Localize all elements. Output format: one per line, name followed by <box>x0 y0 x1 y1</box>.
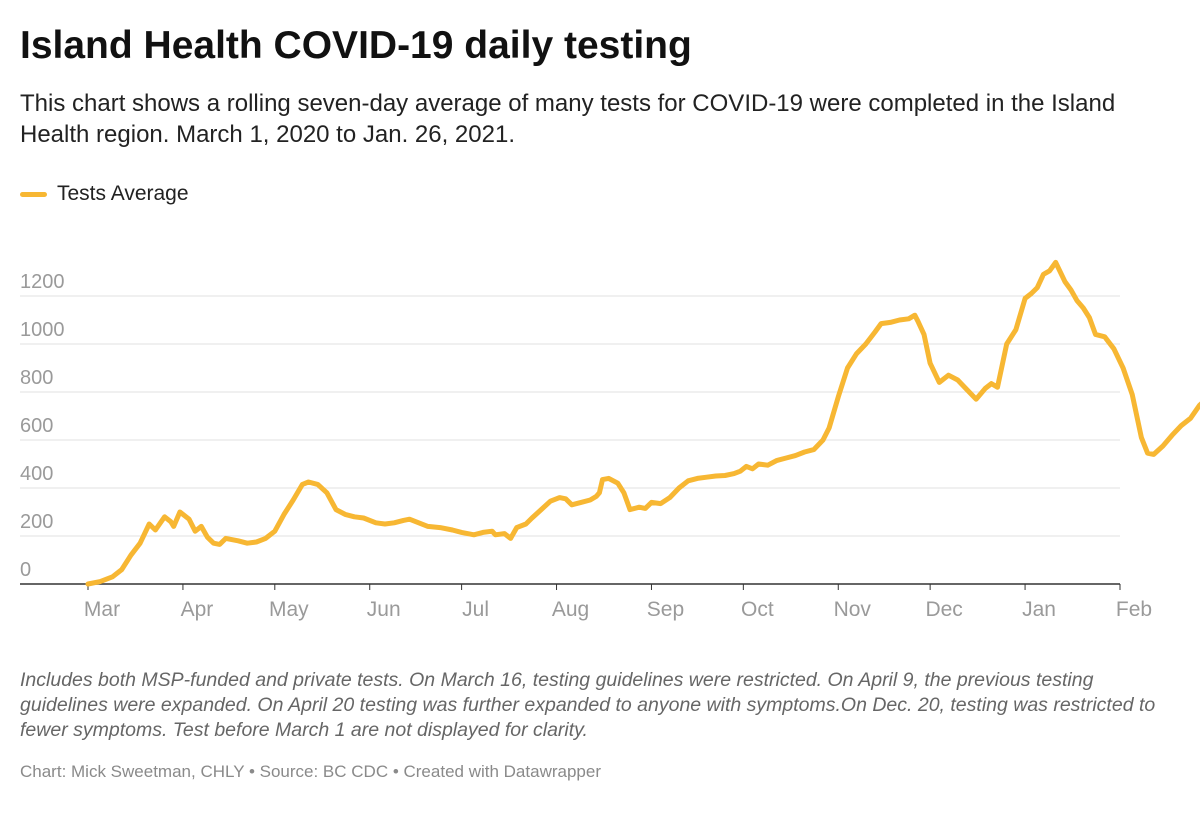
y-tick-label: 400 <box>20 463 53 485</box>
x-axis-labels: Mar Apr May Jun Jul Aug Sep Oct Nov Dec Jan Feb <box>84 584 1152 621</box>
x-tick-label: Oct <box>741 598 774 621</box>
x-tick-label: Apr <box>181 598 214 621</box>
chart-credit: Chart: Mick Sweetman, CHLY • Source: BC … <box>20 762 601 781</box>
legend-label: Tests Average <box>57 182 189 205</box>
y-tick-label: 800 <box>20 367 53 389</box>
x-tick-label: Aug <box>552 598 589 621</box>
y-tick-label: 600 <box>20 415 53 437</box>
chart-notes: Includes both MSP-funded and private tes… <box>20 669 1156 741</box>
x-tick-label: May <box>269 598 309 621</box>
data-series <box>85 259 1200 587</box>
y-axis-labels: 0 200 400 600 800 1000 1200 <box>20 271 65 581</box>
y-tick-label: 1000 <box>20 319 65 341</box>
x-tick-label: Jan <box>1022 598 1056 621</box>
line-chart: 0 200 400 600 800 1000 1200 Mar Apr May Jun Jul Aug… <box>20 259 1200 621</box>
legend-swatch <box>20 191 47 197</box>
x-tick-label: Mar <box>84 598 120 621</box>
x-tick-label: Dec <box>925 598 962 621</box>
chart-subtitle: This chart shows a rolling seven-day ave… <box>20 90 1116 148</box>
y-tick-label: 0 <box>20 559 31 581</box>
grid-lines <box>20 295 1120 585</box>
x-tick-label: Jul <box>462 598 489 621</box>
series-line-tests-average <box>85 259 1200 587</box>
chart-title: Island Health COVID-19 daily testing <box>20 24 692 67</box>
x-tick-label: Jun <box>367 598 401 621</box>
y-tick-label: 200 <box>20 511 53 533</box>
legend: Tests Average <box>20 180 189 208</box>
x-tick-label: Sep <box>647 598 684 621</box>
y-tick-label: 1200 <box>20 271 65 293</box>
x-tick-label: Feb <box>1116 598 1152 621</box>
x-tick-label: Nov <box>834 598 872 621</box>
